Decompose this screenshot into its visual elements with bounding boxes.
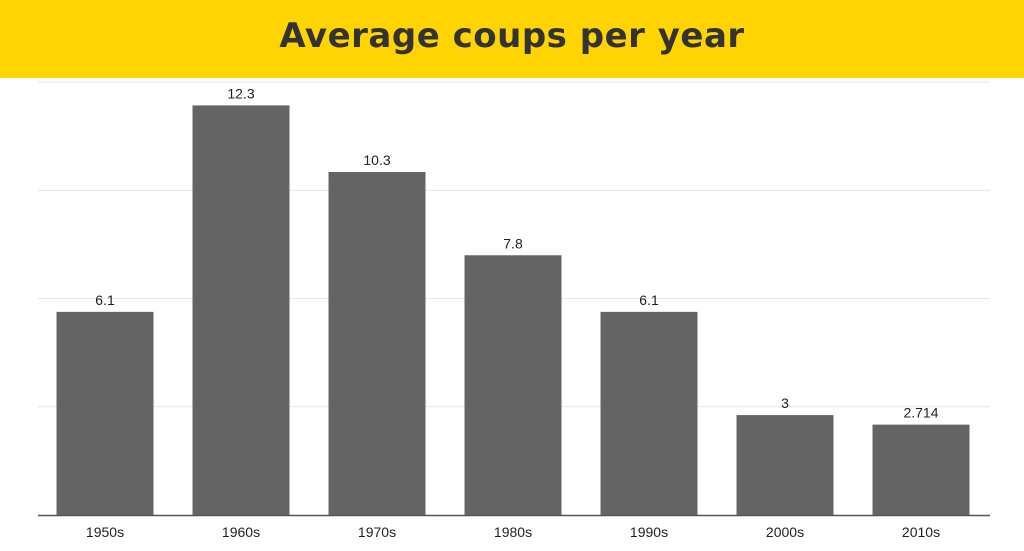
x-tick-label: 1970s [358,524,396,540]
data-label: 6.1 [639,292,659,308]
chart-title: Average coups per year [279,16,745,56]
bar-1960s [192,105,290,515]
x-tick-label: 1950s [86,524,124,540]
title-banner: Average coups per year [0,0,1024,78]
data-label: 3 [781,395,789,411]
data-label: 2.714 [903,405,938,421]
data-labels-group: 6.1 12.3 10.3 7.8 6.1 3 2.714 [95,85,938,420]
bar-chart: 6.112.310.37.86.132.714 1950s 1960s 1970s 1… [38,81,990,540]
data-label: 12.3 [227,85,254,101]
data-label: 6.1 [95,292,115,308]
x-tick-label: 1990s [630,524,668,540]
bar-1970s [328,172,426,515]
x-tick-label: 2000s [766,524,804,540]
data-label: 7.8 [503,235,523,251]
bar-1990s [600,311,698,515]
x-tick-label: 1980s [494,524,532,540]
bar-2010s [872,424,970,515]
bar-2000s [736,415,834,515]
x-tick-label: 2010s [902,524,940,540]
bars-group [56,105,970,515]
bar-1950s [56,311,154,515]
x-tick-label: 1960s [222,524,260,540]
chart-area: 6.1 12.3 10.3 7.8 6.1 3 2.714 1950s 1960s 1970s 1… [0,78,1024,546]
x-tick-labels-group: 1950s 1960s 1970s 1980s 1990s 2000s 2010s [86,524,940,540]
bar-1980s [464,255,562,515]
data-label: 10.3 [363,152,390,168]
